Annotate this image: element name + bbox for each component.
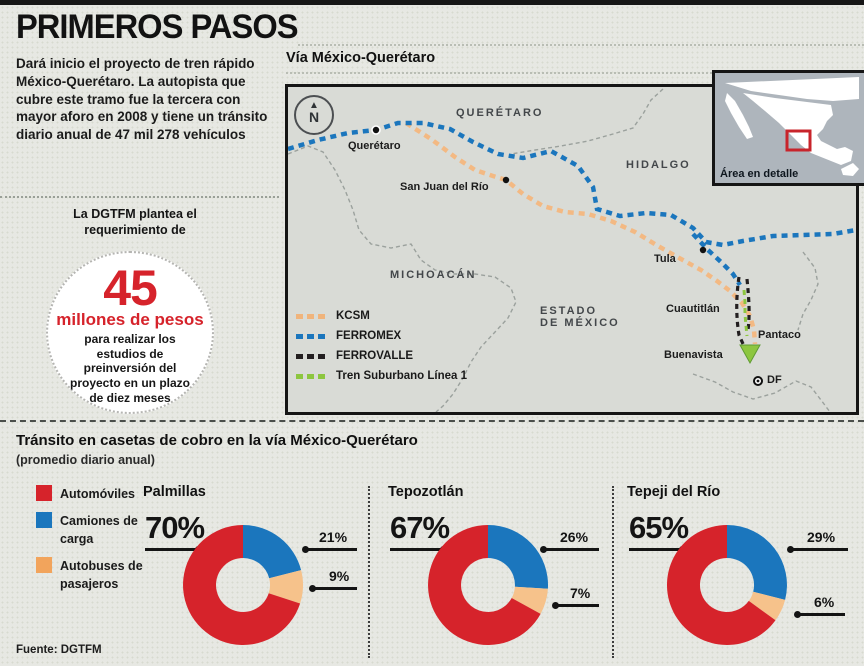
- ferrovalle-line-swatch: [296, 353, 326, 359]
- donut: [426, 523, 550, 647]
- top-rule: [0, 0, 864, 5]
- state-label-edomex: ESTADO DE MÉXICO: [540, 305, 620, 329]
- automoviles-pct: 65%: [629, 510, 689, 545]
- donut-chart-tepozotlan: Tepozotlán 67% 26% 7%: [383, 484, 619, 660]
- autobuses-swatch: [36, 557, 52, 573]
- rail-map-canvas: [288, 88, 856, 412]
- autobuses-pct: 9%: [329, 568, 350, 584]
- legend-item-autobuses: Autobuses de pasajeros: [36, 557, 156, 593]
- chart-title: Tepeji del Río: [627, 484, 721, 500]
- charts-section-title: Tránsito en casetas de cobro en la vía M…: [16, 432, 418, 449]
- vehicle-legend: Automóviles Camiones de carga Autobuses …: [36, 485, 156, 602]
- donut-chart-tepeji: Tepeji del Río 65% 29% 6%: [622, 484, 858, 660]
- intro-paragraph: Dará inicio el proyecto de tren rápido M…: [16, 56, 268, 143]
- buenavista-arrow: [739, 344, 761, 365]
- camiones-leader: [787, 546, 848, 553]
- autobuses-pct: 6%: [814, 594, 835, 610]
- tula-dot: [699, 246, 707, 254]
- state-label-hidalgo: HIDALGO: [626, 159, 691, 171]
- city-label-cuautitlan: Cuautitlán: [666, 303, 720, 315]
- rail-kcsm: [404, 121, 758, 345]
- automoviles-pct: 67%: [390, 510, 450, 545]
- rail-legend: KCSM FERROMEX FERROVALLE Tren Suburbano …: [296, 306, 467, 386]
- camiones-leader: [540, 546, 599, 553]
- city-label-queretaro: Querétaro: [348, 140, 401, 152]
- callout-lead: La DGTFM plantea el requerimiento de: [73, 207, 197, 238]
- suburbano-line-swatch: [296, 373, 326, 379]
- charts-section-subtitle: (promedio diario anual): [16, 453, 155, 467]
- autobuses-leader: [552, 602, 599, 609]
- inset-locator-map: Área en detalle: [712, 70, 864, 186]
- left-column-divider: [0, 196, 279, 198]
- city-label-df: DF: [767, 374, 782, 386]
- legend-item-camiones: Camiones de carga: [36, 512, 156, 548]
- city-label-san-juan: San Juan del Río: [400, 181, 489, 193]
- legend-item-automoviles: Automóviles: [36, 485, 156, 503]
- mexico-silhouette: [725, 77, 859, 176]
- city-label-pantaco: Pantaco: [758, 329, 801, 341]
- camiones-leader: [302, 546, 357, 553]
- donut: [181, 523, 305, 647]
- city-label-tula: Tula: [654, 253, 676, 265]
- queretaro-dot: [371, 125, 381, 135]
- donut-chart-palmillas: Palmillas 70% 21% 9%: [138, 484, 374, 660]
- state-label-michoacan: MICHOACÁN: [390, 269, 477, 281]
- inset-label: Área en detalle: [720, 168, 799, 180]
- inset-detail-marker: [785, 129, 812, 152]
- rail-legend-item-ferromex: FERROMEX: [296, 326, 467, 346]
- kcsm-line-swatch: [296, 313, 326, 319]
- title-divider: [298, 44, 864, 46]
- san-juan-dot: [502, 176, 510, 184]
- rail-ferromex: [288, 120, 856, 248]
- autobuses-leader: [309, 585, 357, 592]
- source-note: Fuente: DGTFM: [16, 644, 102, 656]
- automoviles-swatch: [36, 485, 52, 501]
- donut: [665, 523, 789, 647]
- page-title: PRIMEROS PASOS: [16, 8, 299, 46]
- callout-circle: 45 millones de pesos para realizar los e…: [46, 251, 214, 414]
- camiones-pct: 21%: [319, 529, 348, 545]
- rail-ferromex-branch: [691, 232, 742, 287]
- chart-title: Tepozotlán: [388, 484, 464, 500]
- autobuses-pct: 7%: [570, 585, 591, 601]
- callout-unit: millones de pesos: [56, 310, 204, 329]
- camiones-swatch: [36, 512, 52, 528]
- city-label-buenavista: Buenavista: [664, 349, 723, 361]
- ferromex-line-swatch: [296, 333, 326, 339]
- automoviles-pct: 70%: [145, 510, 205, 545]
- chart-title: Palmillas: [143, 484, 206, 500]
- rail-ferrovalle: [735, 276, 751, 347]
- map-title-divider: [286, 72, 864, 74]
- rail-legend-item-ferrovalle: FERROVALLE: [296, 346, 467, 366]
- callout-body: para realizar los estudios de preinversi…: [69, 332, 190, 405]
- camiones-pct: 26%: [560, 529, 589, 545]
- df-dot-center: [756, 379, 760, 383]
- callout-amount: 45: [103, 260, 158, 316]
- section-divider: [0, 420, 864, 422]
- rail-suburbano: [742, 289, 749, 337]
- compass-icon: ▲ N: [294, 95, 334, 135]
- state-label-queretaro: QUERÉTARO: [456, 107, 544, 119]
- map-title: Vía México-Querétaro: [286, 50, 436, 66]
- chart-divider-1: [368, 486, 370, 658]
- chart-divider-2: [612, 486, 614, 658]
- rail-legend-item-kcsm: KCSM: [296, 306, 467, 326]
- rail-legend-item-suburbano: Tren Suburbano Línea 1: [296, 366, 467, 386]
- autobuses-leader: [794, 611, 845, 618]
- camiones-pct: 29%: [807, 529, 836, 545]
